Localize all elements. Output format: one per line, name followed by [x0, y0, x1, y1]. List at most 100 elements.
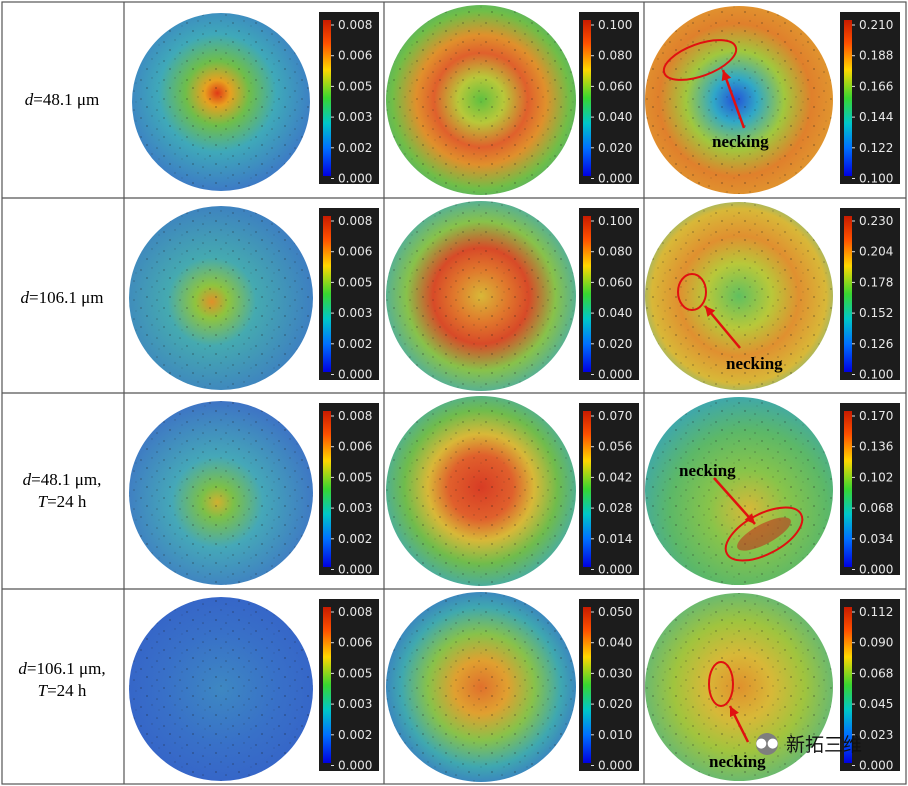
colorbar-tick-label: 0.023 — [859, 728, 893, 742]
colorbar-tick-label: 0.000 — [859, 563, 893, 577]
colorbar: 0.230 0.204 0.178 0.152 0.126 0.100 — [840, 208, 900, 382]
colorbar-tick-label: 0.002 — [338, 728, 372, 742]
colorbar: 0.008 0.006 0.005 0.003 0.002 0.000 — [319, 599, 379, 773]
necking-label-row4: necking — [709, 752, 766, 771]
colorbar-gradient — [583, 607, 591, 763]
colorbar-tick-label: 0.000 — [338, 368, 372, 382]
colorbar-tick-label: 0.060 — [598, 79, 632, 93]
colorbar-gradient — [323, 216, 331, 372]
row-label-1: d=48.1 μm — [24, 90, 100, 109]
colorbar-tick-label: 0.210 — [859, 18, 893, 32]
colorbar-tick-label: 0.126 — [859, 337, 893, 351]
colorbar-tick-label: 0.040 — [598, 110, 632, 124]
colorbar-tick-label: 0.040 — [598, 636, 632, 650]
necking-ellipse-row4 — [708, 661, 734, 707]
colorbar-tick-label: 0.030 — [598, 666, 632, 680]
speckle-overlay — [129, 597, 313, 781]
colorbar-tick-label: 0.006 — [338, 49, 372, 63]
colorbar-tick-label: 0.020 — [598, 141, 632, 155]
colorbar: 0.210 0.188 0.166 0.144 0.122 0.100 — [840, 12, 900, 186]
necking-ellipse-row2 — [677, 273, 707, 311]
panel-r2-c1: 0.008 0.006 0.005 0.003 0.002 0.000 — [129, 206, 379, 390]
colorbar-tick-label: 0.056 — [598, 440, 632, 454]
colorbar-tick-label: 0.000 — [598, 172, 632, 186]
speckle-overlay — [132, 13, 310, 191]
colorbar-tick-label: 0.010 — [598, 728, 632, 742]
colorbar-tick-label: 0.136 — [859, 440, 893, 454]
colorbar-gradient — [583, 216, 591, 372]
necking-arrow-row4 — [728, 705, 750, 743]
colorbar-tick-label: 0.006 — [338, 636, 372, 650]
colorbar-tick-label: 0.000 — [338, 759, 372, 773]
panel-r1-c2: 0.100 0.080 0.060 0.040 0.020 0.000 — [386, 5, 639, 195]
colorbar-tick-label: 0.112 — [859, 605, 893, 619]
colorbar-gradient — [844, 607, 852, 763]
necking-label-row3: necking — [679, 461, 736, 480]
colorbar-tick-label: 0.100 — [859, 172, 893, 186]
colorbar-tick-label: 0.008 — [338, 18, 372, 32]
colorbar-tick-label: 0.034 — [859, 532, 893, 546]
colorbar-tick-label: 0.100 — [598, 18, 632, 32]
colorbar-tick-label: 0.068 — [859, 666, 893, 680]
colorbar: 0.170 0.136 0.102 0.068 0.034 0.000 — [840, 403, 900, 577]
panel-r1-c3: 0.210 0.188 0.166 0.144 0.122 0.100 — [645, 6, 900, 194]
colorbar-tick-label: 0.000 — [859, 759, 893, 773]
colorbar-tick-label: 0.042 — [598, 470, 632, 484]
speckle-overlay — [645, 6, 833, 194]
necking-arrow-row1 — [721, 69, 746, 129]
colorbar: 0.070 0.056 0.042 0.028 0.014 0.000 — [579, 403, 639, 577]
colorbar-tick-label: 0.014 — [598, 532, 632, 546]
panel-r3-c3: 0.170 0.136 0.102 0.068 0.034 0.000 — [645, 397, 900, 585]
panel-r3-c2: 0.070 0.056 0.042 0.028 0.014 0.000 — [386, 396, 639, 586]
colorbar-tick-label: 0.005 — [338, 79, 372, 93]
colorbar-tick-label: 0.000 — [338, 563, 372, 577]
colorbar-tick-label: 0.005 — [338, 470, 372, 484]
panel-r4-c1: 0.008 0.006 0.005 0.003 0.002 0.000 — [129, 597, 379, 781]
necking-arrow-row3 — [713, 477, 756, 525]
colorbar-tick-label: 0.090 — [859, 636, 893, 650]
colorbar-tick-label: 0.068 — [859, 501, 893, 515]
colorbar-tick-label: 0.080 — [598, 245, 632, 259]
colorbar-gradient — [583, 411, 591, 567]
colorbar-tick-label: 0.002 — [338, 141, 372, 155]
colorbar-tick-label: 0.178 — [859, 275, 893, 289]
necking-zone-row3 — [737, 517, 791, 551]
necking-label-row1: necking — [712, 132, 769, 151]
colorbar: 0.100 0.080 0.060 0.040 0.020 0.000 — [579, 208, 639, 382]
panel-r4-c2: 0.050 0.040 0.030 0.020 0.010 0.000 — [386, 592, 639, 782]
colorbar-tick-label: 0.000 — [598, 368, 632, 382]
colorbar-tick-label: 0.002 — [338, 532, 372, 546]
colorbar-tick-label: 0.006 — [338, 440, 372, 454]
panel-r3-c1: 0.008 0.006 0.005 0.003 0.002 0.000 — [129, 401, 379, 585]
colorbar-tick-label: 0.003 — [338, 501, 372, 515]
watermark-text: 新拓三维 — [786, 734, 863, 756]
colorbar-tick-label: 0.100 — [598, 214, 632, 228]
colorbar-tick-label: 0.003 — [338, 110, 372, 124]
colorbar-tick-label: 0.166 — [859, 79, 893, 93]
colorbar-tick-label: 0.008 — [338, 605, 372, 619]
colorbar-tick-label: 0.020 — [598, 337, 632, 351]
colorbar: 0.100 0.080 0.060 0.040 0.020 0.000 — [579, 12, 639, 186]
colorbar-gradient — [323, 607, 331, 763]
colorbar-tick-label: 0.002 — [338, 337, 372, 351]
colorbar-tick-label: 0.020 — [598, 697, 632, 711]
speckle-overlay — [386, 5, 576, 195]
colorbar-tick-label: 0.102 — [859, 470, 893, 484]
colorbar-tick-label: 0.070 — [598, 409, 632, 423]
colorbar-tick-label: 0.005 — [338, 275, 372, 289]
necking-ellipse-row1 — [662, 39, 738, 81]
watermark: ●● 新拓三维 — [756, 730, 862, 757]
colorbar-gradient — [844, 411, 852, 567]
colorbar-tick-label: 0.170 — [859, 409, 893, 423]
speckle-overlay — [129, 401, 313, 585]
colorbar-gradient — [844, 20, 852, 176]
speckle-overlay — [129, 206, 313, 390]
colorbar: 0.008 0.006 0.005 0.003 0.002 0.000 — [319, 12, 379, 186]
necking-label-row2: necking — [726, 354, 783, 373]
colorbar-tick-label: 0.204 — [859, 245, 893, 259]
colorbar-tick-label: 0.008 — [338, 409, 372, 423]
colorbar-tick-label: 0.008 — [338, 214, 372, 228]
colorbar-tick-label: 0.000 — [338, 172, 372, 186]
panel-r1-c1: 0.008 0.006 0.005 0.003 0.002 0.000 — [132, 12, 379, 191]
